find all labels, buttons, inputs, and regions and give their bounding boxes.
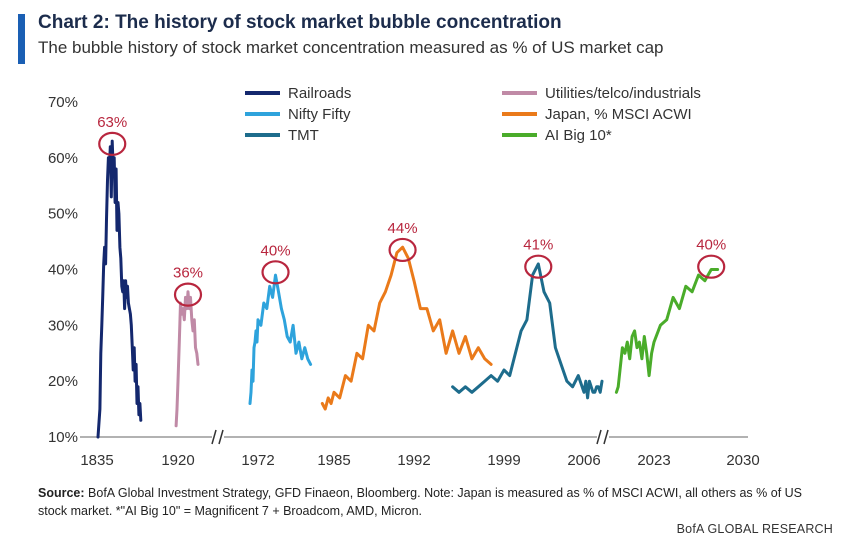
peak-circle-utilities-telco-industrials (173, 282, 203, 307)
peak-label-utilities-telco-industrials: 36% (173, 265, 203, 282)
peak-label-railroads: 63% (97, 114, 127, 131)
source-label: Source: (38, 486, 85, 500)
peak-label-japan-msci-acwi: 44% (388, 220, 418, 237)
legend-label-japan-msci-acwi: Japan, % MSCI ACWI (545, 106, 692, 123)
x-tick-label: 2030 (726, 452, 759, 469)
peak-circle-ai-big-10 (697, 254, 726, 279)
legend-label-nifty-fifty: Nifty Fifty (288, 106, 351, 123)
y-tick-label: 50% (48, 206, 78, 223)
x-tick-label: 1972 (241, 452, 274, 469)
title-accent-bar (18, 14, 25, 64)
legend-label-tmt: TMT (288, 127, 319, 144)
chart-subtitle: The bubble history of stock market conce… (38, 38, 664, 57)
peak-circle-railroads (98, 131, 127, 156)
peak-circle-nifty-fifty (261, 260, 290, 285)
y-tick-label: 20% (48, 373, 78, 390)
chart-title: Chart 2: The history of stock market bub… (38, 12, 562, 33)
series-line-railroads (96, 139, 143, 439)
brand-label: BofA GLOBAL RESEARCH (676, 522, 833, 536)
peak-label-nifty-fifty: 40% (261, 242, 291, 259)
y-tick-label: 40% (48, 262, 78, 279)
x-tick-label: 1999 (487, 452, 520, 469)
peak-circle-tmt (524, 254, 553, 279)
series-line-tmt (451, 262, 604, 400)
legend-label-utilities-telco-industrials: Utilities/telco/industrials (545, 85, 701, 102)
peak-label-tmt: 41% (523, 237, 553, 254)
series-line-ai-big-10 (614, 268, 720, 394)
x-tick-label: 1992 (397, 452, 430, 469)
axis-break-right (596, 429, 609, 445)
x-tick-label: 1985 (317, 452, 350, 469)
x-tick-label: 1835 (80, 452, 113, 469)
source-text: BofA Global Investment Strategy, GFD Fin… (38, 486, 803, 518)
x-tick-label: 2023 (637, 452, 670, 469)
y-tick-label: 60% (48, 150, 78, 167)
chart-plot: 10% 20% 30% 40% 50% 60% 70% 1835 1920 1972 1985 199… (48, 85, 760, 469)
series-line-japan-msci-acwi (320, 245, 493, 411)
y-tick-label: 70% (48, 94, 78, 111)
series-line-utilities-telco-industrials (174, 290, 200, 428)
legend-label-railroads: Railroads (288, 85, 351, 102)
y-tick-label: 30% (48, 317, 78, 334)
x-tick-label: 2006 (567, 452, 600, 469)
source-note: Source: BofA Global Investment Strategy,… (38, 484, 828, 520)
x-tick-label: 1920 (161, 452, 194, 469)
legend-label-ai-big-10: AI Big 10* (545, 127, 612, 144)
axis-break-left (211, 429, 224, 445)
peak-circle-japan-msci-acwi (388, 237, 417, 263)
peak-label-ai-big-10: 40% (696, 237, 726, 254)
y-tick-label: 10% (48, 429, 78, 446)
series-line-nifty-fifty (248, 273, 313, 405)
